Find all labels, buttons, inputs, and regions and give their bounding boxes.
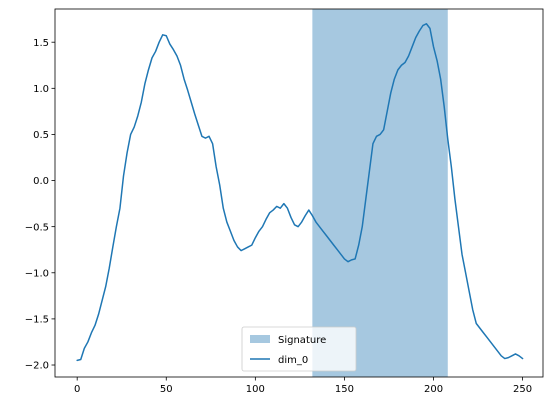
y-tick-label: −0.5 — [25, 222, 49, 233]
x-tick-label: 50 — [160, 384, 173, 395]
signature-span — [312, 9, 448, 377]
y-tick-label: 0.0 — [33, 176, 49, 187]
x-axis: 0 50 100 150 200 250 — [74, 377, 532, 395]
x-tick-label: 250 — [513, 384, 532, 395]
y-tick-label: 0.5 — [33, 130, 49, 141]
y-tick-label: −1.5 — [25, 314, 49, 325]
y-tick-label: −1.0 — [25, 268, 49, 279]
series-layer — [76, 23, 524, 362]
y-tick-label: −2.0 — [25, 361, 49, 372]
legend: Signature dim_0 — [241, 326, 357, 372]
legend-label-dim-0: dim_0 — [278, 355, 308, 366]
axes-frame — [54, 8, 544, 378]
legend-box — [241, 326, 357, 372]
y-tick-label: 1.0 — [33, 84, 49, 95]
y-axis: −2.0 −1.5 −1.0 −0.5 0.0 0.5 1.0 1.5 — [25, 38, 55, 372]
x-tick-label: 0 — [74, 384, 80, 395]
legend-label-signature: Signature — [278, 335, 326, 346]
x-tick-label: 200 — [424, 384, 443, 395]
x-tick-label: 150 — [335, 384, 354, 395]
y-tick-label: 1.5 — [33, 38, 49, 49]
legend-swatch-signature — [250, 335, 270, 343]
series-line-dim-0 — [76, 23, 524, 362]
x-tick-label: 100 — [246, 384, 265, 395]
